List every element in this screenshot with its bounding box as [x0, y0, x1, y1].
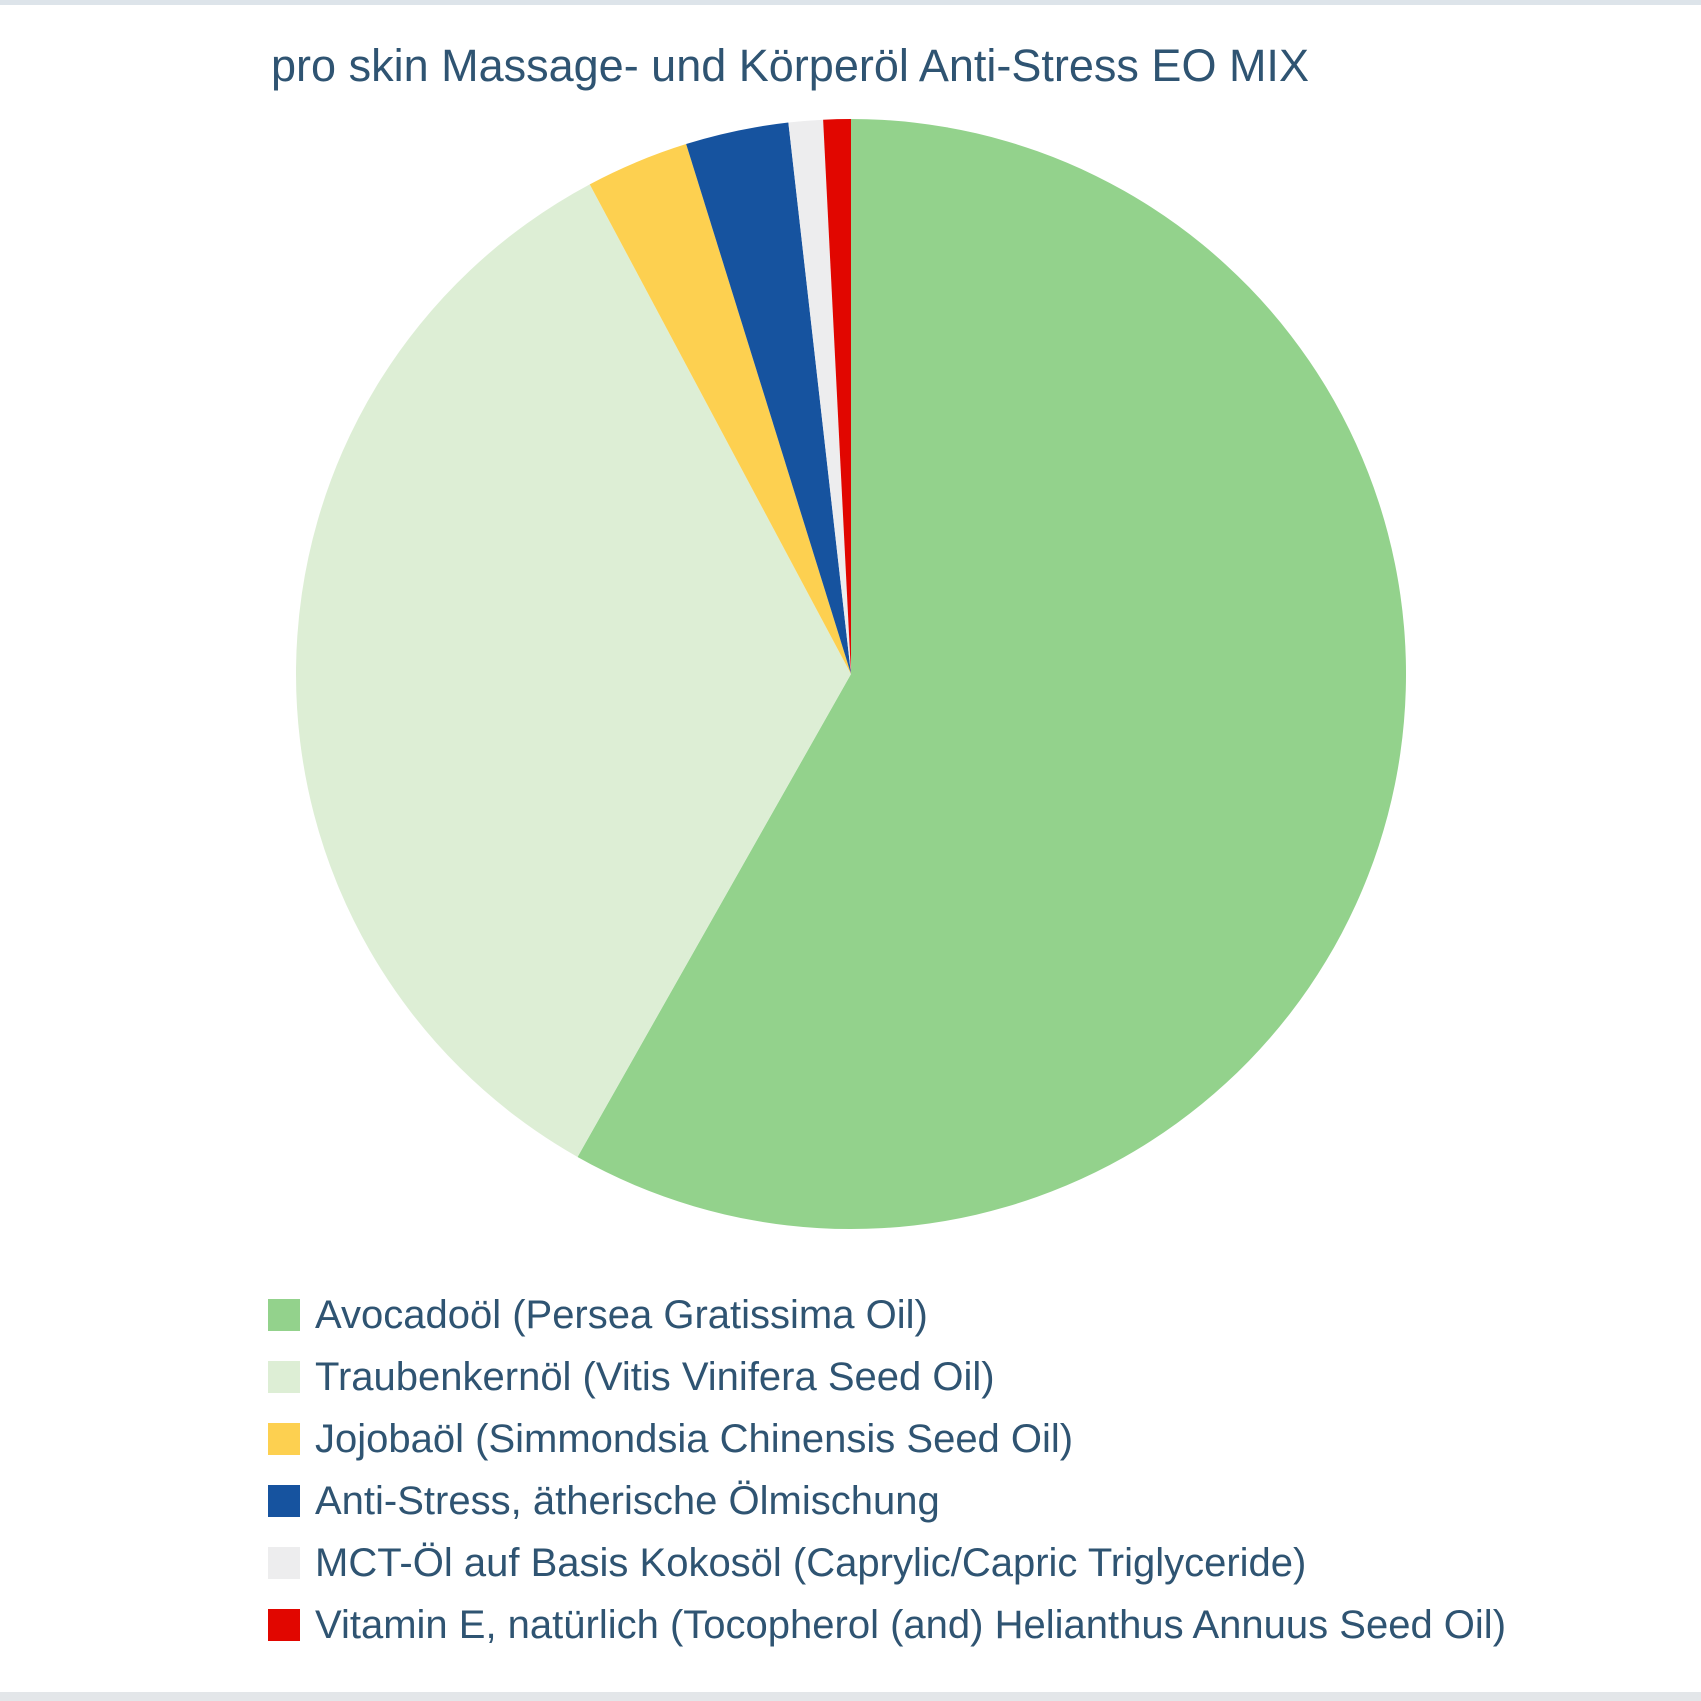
legend-item-2: Jojobaöl (Simmondsia Chinensis Seed Oil)	[268, 1408, 1506, 1470]
top-edge-strip	[0, 0, 1701, 5]
pie-slice-4	[788, 119, 851, 674]
pie-slice-3	[686, 122, 851, 675]
legend-item-5: Vitamin E, natürlich (Tocopherol (and) H…	[268, 1594, 1506, 1656]
legend-swatch-3	[268, 1485, 300, 1517]
bottom-edge-strip	[0, 1692, 1701, 1701]
legend-label-5: Vitamin E, natürlich (Tocopherol (and) H…	[315, 1602, 1507, 1647]
legend-item-4: MCT-Öl auf Basis Kokosöl (Caprylic/Capri…	[268, 1532, 1506, 1594]
legend-swatch-4	[268, 1547, 300, 1579]
legend-item-3: Anti-Stress, ätherische Ölmischung	[268, 1470, 1506, 1532]
legend-swatch-0	[268, 1299, 300, 1331]
legend-label-3: Anti-Stress, ätherische Ölmischung	[315, 1478, 940, 1523]
chart-legend: Avocadoöl (Persea Gratissima Oil) Trauben…	[268, 1284, 1506, 1656]
legend-label-4: MCT-Öl auf Basis Kokosöl (Caprylic/Capri…	[315, 1540, 1307, 1585]
pie-slice-2	[589, 144, 851, 675]
legend-item-0: Avocadoöl (Persea Gratissima Oil)	[268, 1284, 1506, 1346]
pie-slice-1	[296, 184, 851, 1157]
legend-swatch-1	[268, 1361, 300, 1393]
pie-slice-0	[577, 119, 1407, 1229]
legend-swatch-5	[268, 1609, 300, 1641]
legend-swatch-2	[268, 1423, 300, 1455]
legend-label-2: Jojobaöl (Simmondsia Chinensis Seed Oil)	[315, 1416, 1074, 1461]
legend-label-0: Avocadoöl (Persea Gratissima Oil)	[315, 1292, 928, 1337]
pie-slice-5	[823, 119, 851, 674]
legend-item-1: Traubenkernöl (Vitis Vinifera Seed Oil)	[268, 1346, 1506, 1408]
legend-label-1: Traubenkernöl (Vitis Vinifera Seed Oil)	[315, 1354, 995, 1399]
chart-title: pro skin Massage- und Körperöl Anti-Stre…	[271, 40, 1309, 91]
